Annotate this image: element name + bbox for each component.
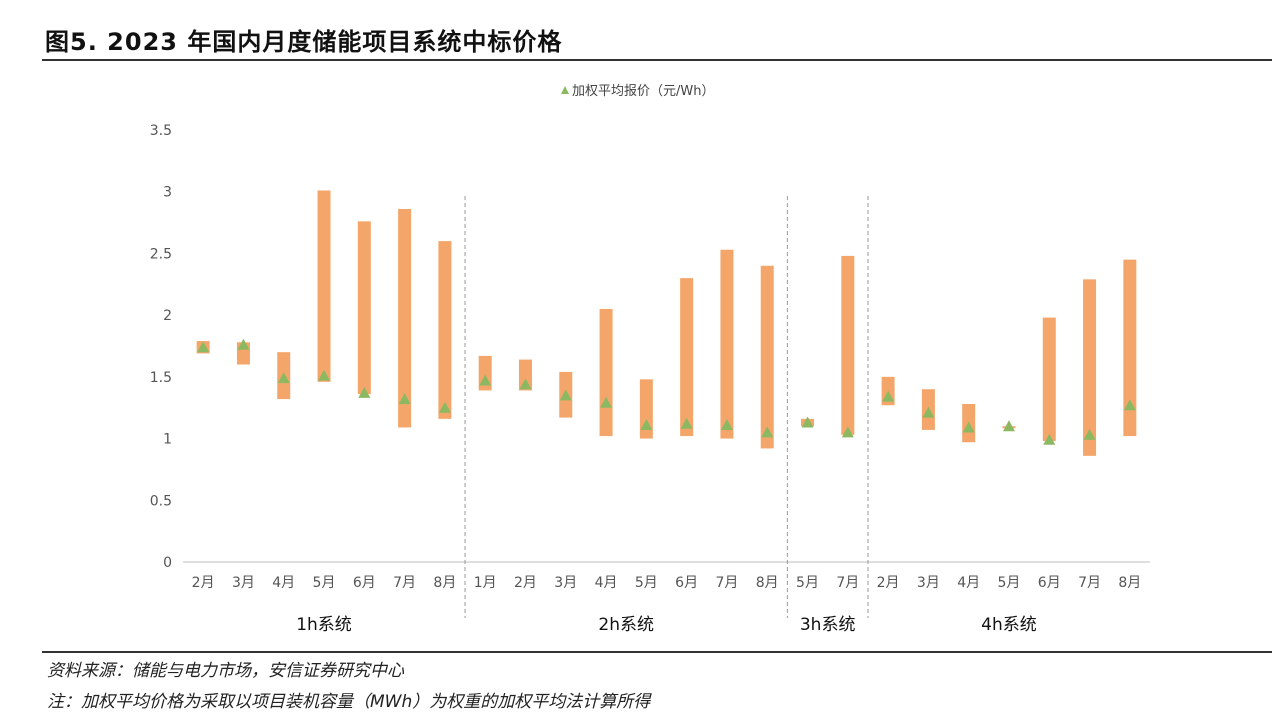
group-labels: 1h系统 2h系统 3h系统 4h系统: [296, 615, 1037, 635]
y-tick-label: 3.5: [150, 123, 172, 139]
x-tick-label: 1月: [474, 575, 497, 591]
price-range-bar: [639, 379, 653, 439]
x-tick-label: 5月: [998, 575, 1021, 591]
group-label: 1h系统: [296, 615, 352, 635]
group-label: 4h系统: [981, 615, 1037, 635]
x-tick-label: 8月: [433, 575, 456, 591]
footer-rule: [42, 651, 1272, 653]
price-range-bar: [841, 255, 855, 435]
x-tick-label: 6月: [1038, 575, 1061, 591]
x-tick-label: 6月: [675, 575, 698, 591]
y-axis: 0 0.5 1 1.5 2 2.5 3 3.5: [150, 123, 172, 571]
avg-price-marker: [559, 389, 572, 401]
avg-price-marker: [277, 372, 290, 384]
price-range-bar: [599, 308, 613, 437]
x-tick-label: 7月: [393, 575, 416, 591]
source-note: 资料来源：储能与电力市场，安信证券研究中心: [47, 661, 404, 681]
avg-price-marker: [237, 338, 250, 350]
x-tick-label: 3月: [917, 575, 940, 591]
price-range-bar: [518, 359, 532, 391]
avg-price-marker: [358, 386, 371, 398]
y-tick-label: 2: [163, 308, 172, 324]
avg-price-marker: [398, 393, 411, 405]
x-tick-label: 4月: [957, 575, 980, 591]
marker-series: [197, 338, 1136, 445]
avg-price-marker: [1123, 399, 1136, 411]
x-tick-label: 2月: [192, 575, 215, 591]
price-range-bar: [357, 221, 371, 395]
x-tick-label: 5月: [796, 575, 819, 591]
price-range-bar: [438, 241, 452, 419]
avg-price-marker: [801, 416, 814, 428]
group-label: 2h系统: [598, 615, 654, 635]
avg-price-marker: [720, 418, 733, 430]
avg-price-marker: [600, 396, 613, 408]
avg-price-marker: [882, 390, 895, 402]
y-tick-label: 2.5: [150, 246, 172, 262]
x-tick-label: 8月: [1118, 575, 1141, 591]
x-tick-label: 8月: [756, 575, 779, 591]
x-tick-label: 3月: [232, 575, 255, 591]
avg-price-marker: [841, 426, 854, 438]
y-tick-label: 3: [163, 185, 172, 201]
legend-label: 加权平均报价（元/Wh）: [572, 83, 714, 99]
bar-series: [196, 190, 1137, 456]
price-range-bar: [398, 208, 412, 428]
x-tick-label: 4月: [272, 575, 295, 591]
avg-price-marker: [438, 401, 451, 413]
avg-price-marker: [962, 421, 975, 433]
legend: 加权平均报价（元/Wh）: [561, 83, 714, 99]
x-tick-label: 2月: [877, 575, 900, 591]
avg-price-marker: [318, 369, 331, 381]
x-tick-label: 6月: [353, 575, 376, 591]
figure-title: 图5. 2023 年国内月度储能项目系统中标价格: [45, 28, 563, 56]
y-tick-label: 0: [163, 555, 172, 571]
price-range-bar: [760, 265, 774, 449]
price-range-bar: [1083, 279, 1097, 456]
avg-price-marker: [1043, 433, 1056, 445]
title-rule: [42, 59, 1272, 61]
avg-price-marker: [761, 426, 774, 438]
price-range-bar: [1123, 259, 1137, 437]
price-range-bar: [317, 190, 331, 382]
price-range-bar: [680, 278, 694, 437]
y-tick-label: 1.5: [150, 370, 172, 386]
y-tick-label: 0.5: [150, 493, 172, 509]
avg-price-marker: [1083, 428, 1096, 440]
x-tick-label: 5月: [313, 575, 336, 591]
avg-price-marker: [519, 378, 532, 390]
group-separators: [464, 196, 869, 618]
x-tick-label: 2月: [514, 575, 537, 591]
avg-price-marker: [640, 418, 653, 430]
group-label: 3h系统: [800, 615, 856, 635]
legend-marker: [561, 86, 569, 94]
x-tick-label: 7月: [1078, 575, 1101, 591]
method-note: 注：加权平均价格为采取以项目装机容量（MWh）为权重的加权平均法计算所得: [47, 692, 651, 712]
price-range-bar: [1042, 317, 1056, 442]
price-range-bar: [720, 249, 734, 439]
x-tick-labels: 2月 3月 4月 5月 6月 7月 8月 1月 2月 3月 4月 5月 6月 7月 8月 5月 7月 2月 3月 4月…: [192, 575, 1142, 591]
avg-price-marker: [1002, 420, 1015, 432]
y-tick-label: 1: [163, 432, 172, 448]
x-tick-label: 5月: [635, 575, 658, 591]
avg-price-marker: [680, 417, 693, 429]
avg-price-marker: [922, 406, 935, 418]
x-tick-label: 7月: [715, 575, 738, 591]
x-tick-label: 4月: [595, 575, 618, 591]
avg-price-marker: [479, 374, 492, 386]
x-tick-label: 7月: [836, 575, 859, 591]
x-tick-label: 3月: [554, 575, 577, 591]
avg-price-marker: [197, 341, 210, 353]
